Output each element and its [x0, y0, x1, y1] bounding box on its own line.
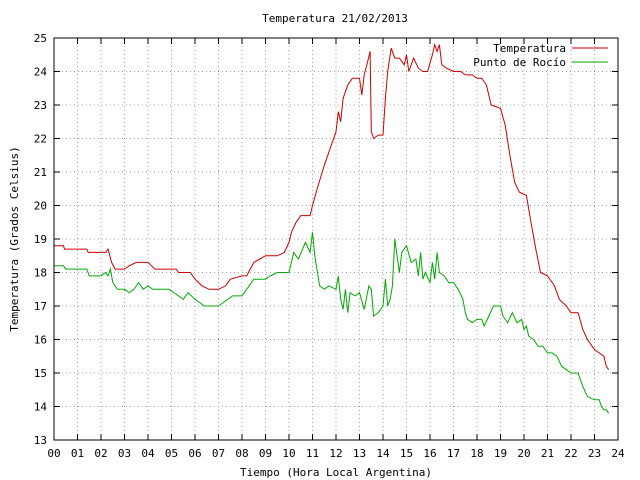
x-axis-ticks: 00 01 02 03 04 05 06 07 08 09 10 11 12 13 14 15 16 17 18 19… — [47, 38, 625, 460]
x-tick-label: 09 — [259, 447, 272, 460]
x-tick-label: 17 — [447, 447, 460, 460]
x-tick-label: 19 — [494, 447, 507, 460]
y-tick-label: 18 — [34, 267, 47, 280]
y-tick-label: 20 — [34, 200, 47, 213]
x-tick-label: 08 — [235, 447, 248, 460]
x-tick-label: 10 — [282, 447, 295, 460]
x-tick-label: 14 — [376, 447, 390, 460]
x-tick-label: 24 — [611, 447, 625, 460]
legend-label: Punto de Rocío — [473, 56, 566, 69]
x-tick-label: 16 — [423, 447, 436, 460]
x-tick-label: 00 — [47, 447, 60, 460]
x-tick-label: 01 — [71, 447, 84, 460]
series-line-temperatura — [54, 42, 610, 370]
x-tick-label: 21 — [541, 447, 554, 460]
y-axis-ticks: 13 14 15 16 17 18 19 20 21 22 23 24 25 — [34, 32, 618, 447]
x-tick-label: 20 — [517, 447, 530, 460]
chart-title: Temperatura 21/02/2013 — [262, 12, 408, 25]
y-axis-label: Temperatura (Grados Celsius) — [8, 146, 21, 331]
y-tick-label: 24 — [34, 66, 48, 79]
series-line-punto-de-rocio — [54, 232, 610, 414]
y-tick-label: 25 — [34, 32, 47, 45]
x-tick-label: 13 — [353, 447, 366, 460]
x-tick-label: 02 — [94, 447, 107, 460]
y-tick-label: 21 — [34, 166, 47, 179]
x-tick-label: 03 — [118, 447, 131, 460]
x-tick-label: 15 — [400, 447, 413, 460]
x-tick-label: 12 — [329, 447, 342, 460]
x-tick-label: 04 — [141, 447, 155, 460]
y-tick-label: 14 — [34, 401, 48, 414]
x-tick-label: 06 — [188, 447, 201, 460]
y-tick-label: 16 — [34, 334, 47, 347]
x-tick-label: 05 — [165, 447, 178, 460]
x-tick-label: 23 — [588, 447, 601, 460]
x-tick-label: 18 — [470, 447, 483, 460]
x-tick-label: 07 — [212, 447, 225, 460]
y-tick-label: 22 — [34, 133, 47, 146]
y-tick-label: 13 — [34, 434, 47, 447]
x-axis-label: Tiempo (Hora Local Argentina) — [240, 466, 432, 479]
y-tick-label: 23 — [34, 99, 47, 112]
series-lines — [54, 42, 610, 414]
x-tick-label: 11 — [306, 447, 319, 460]
x-tick-label: 22 — [564, 447, 577, 460]
legend-label: Temperatura — [493, 42, 566, 55]
y-tick-label: 19 — [34, 233, 47, 246]
y-tick-label: 17 — [34, 300, 47, 313]
y-tick-label: 15 — [34, 367, 47, 380]
grid — [54, 38, 618, 440]
